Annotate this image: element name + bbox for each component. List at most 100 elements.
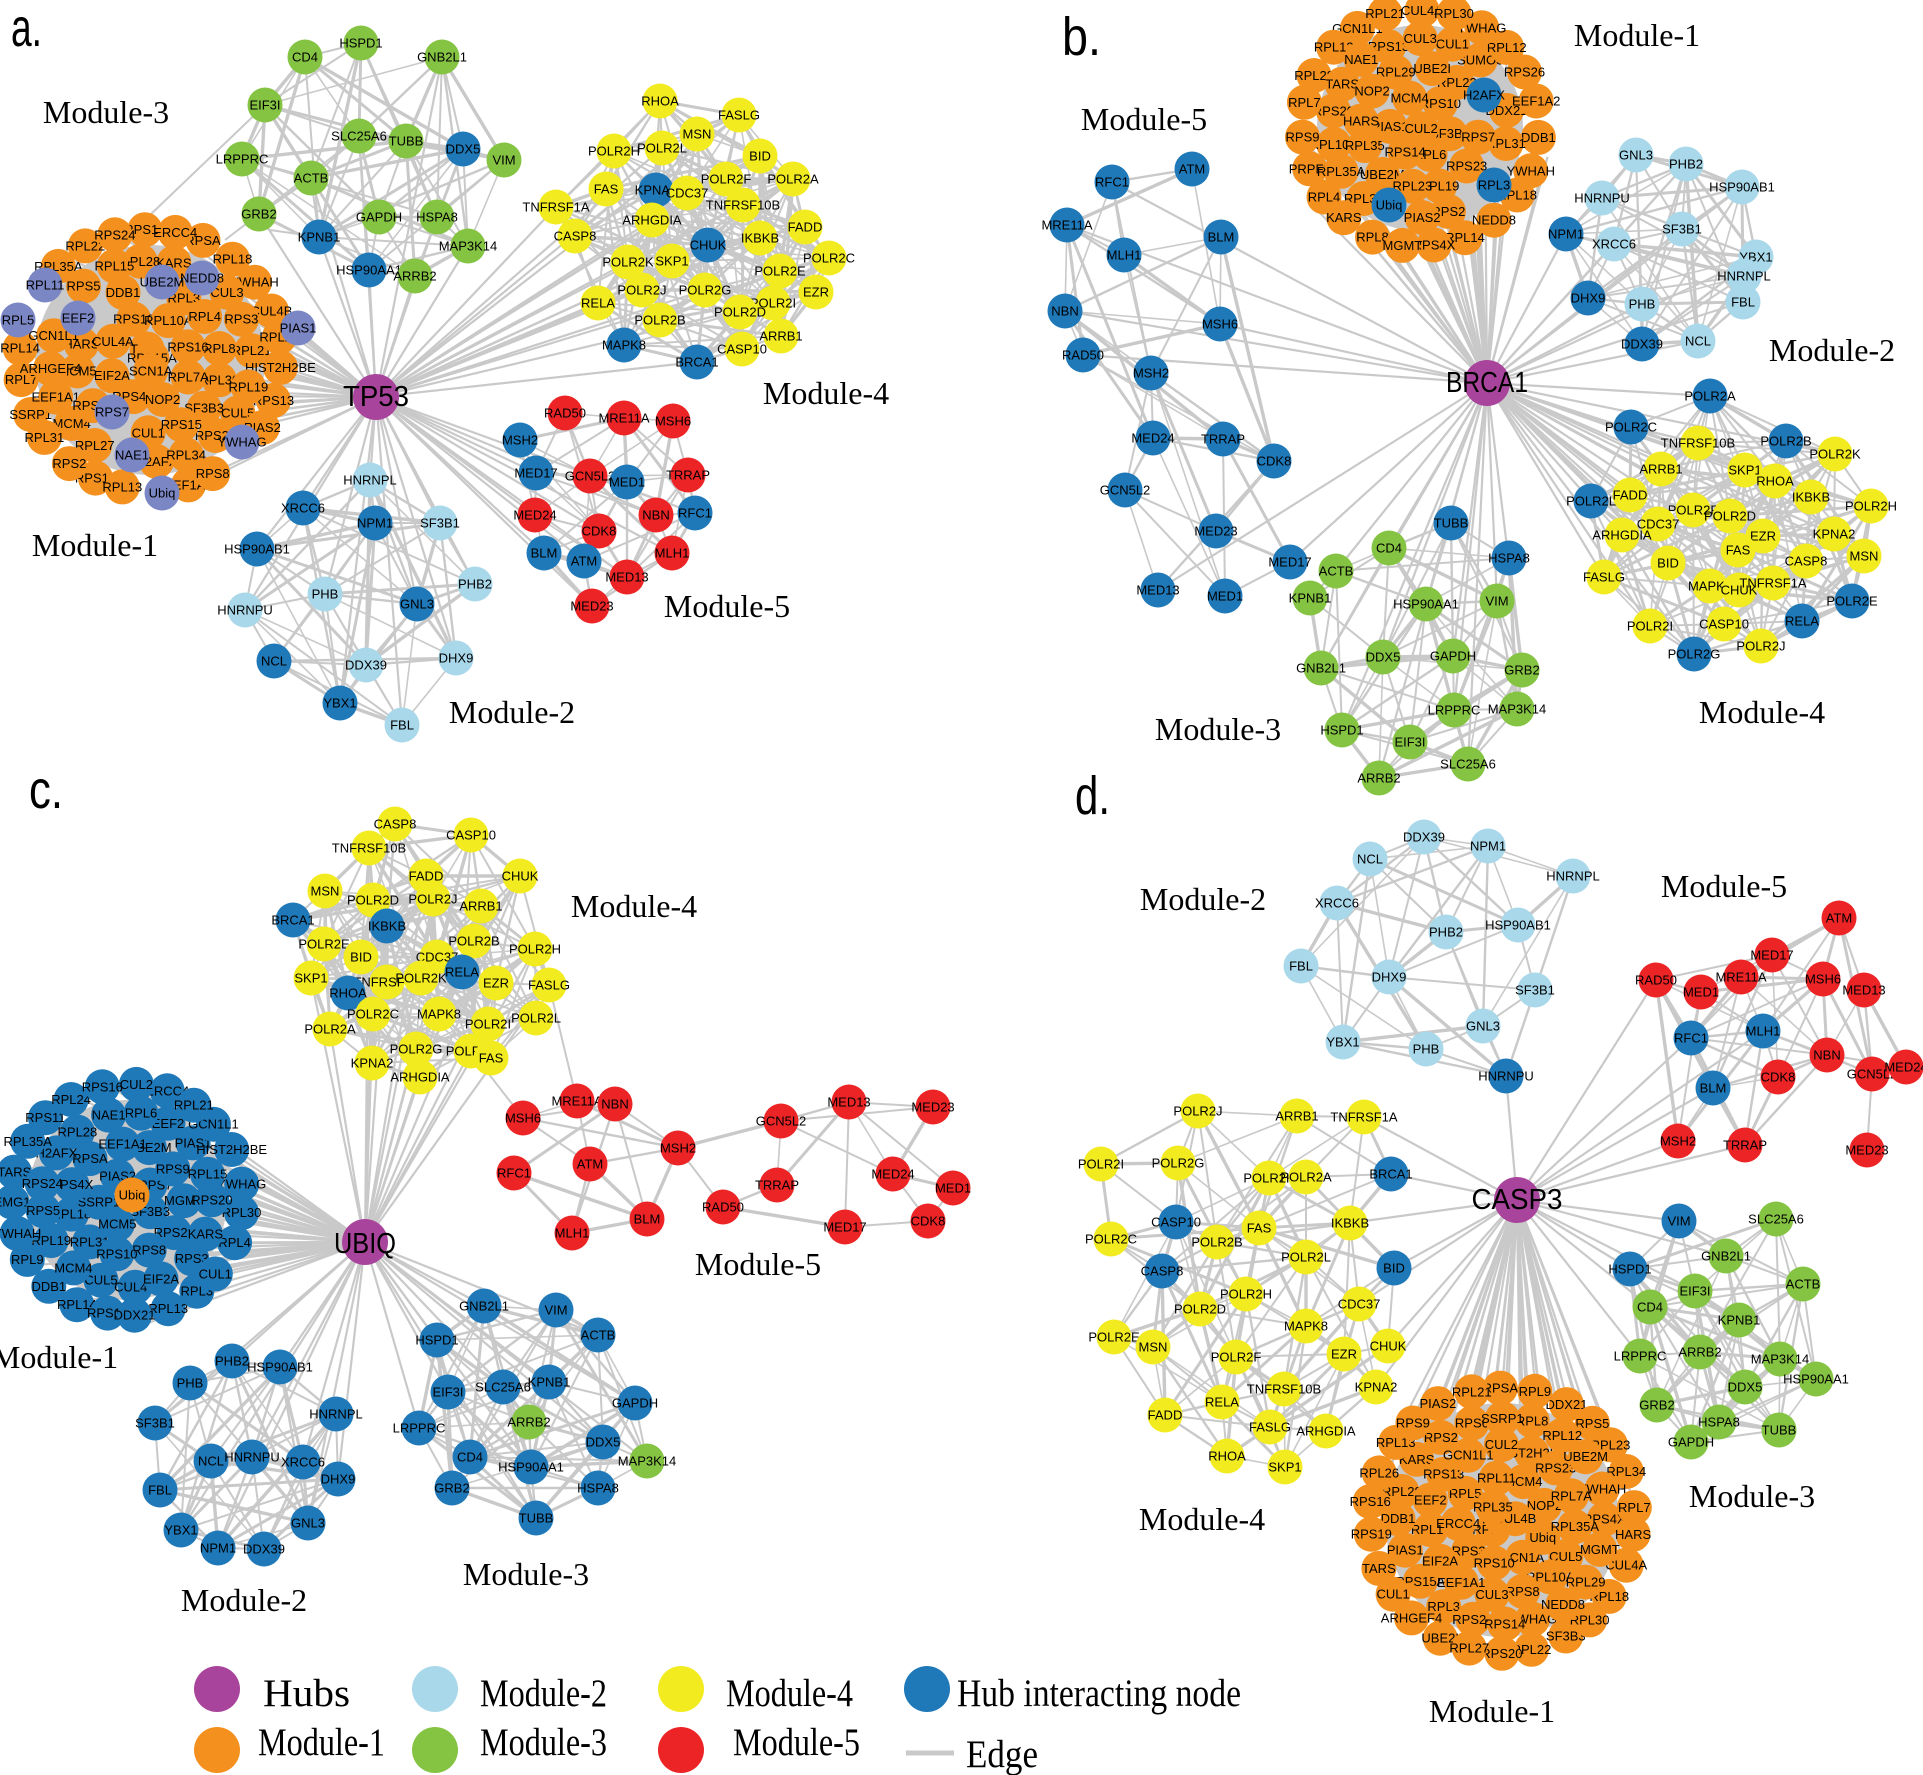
svg-text:RFC1: RFC1 [678,506,712,521]
svg-text:RPL29: RPL29 [1376,65,1416,80]
svg-text:POLR2J: POLR2J [408,892,457,907]
svg-text:RPL28: RPL28 [58,1125,98,1140]
svg-text:PHB: PHB [312,587,339,602]
svg-text:RPS8: RPS8 [196,466,230,481]
svg-text:NAE1: NAE1 [1344,52,1378,67]
svg-text:MCM4: MCM4 [1390,91,1428,106]
svg-text:Module-5: Module-5 [1661,868,1787,904]
svg-text:RPL7: RPL7 [5,372,38,387]
svg-text:MED23: MED23 [570,599,613,614]
svg-text:RPS23: RPS23 [1535,1460,1576,1475]
svg-text:VIM: VIM [492,153,515,168]
svg-text:YWHAH: YWHAH [0,1226,41,1241]
svg-text:POLR2F: POLR2F [1668,503,1719,518]
svg-text:RPS2: RPS2 [52,456,86,471]
svg-text:EEF1A1: EEF1A1 [98,1137,146,1152]
svg-text:RPL21: RPL21 [1365,6,1405,21]
svg-text:RHOA: RHOA [1208,1449,1246,1464]
svg-text:POLR2L: POLR2L [1566,494,1616,509]
svg-text:TARS: TARS [1362,1561,1396,1576]
svg-text:POLR2B: POLR2B [448,934,499,949]
svg-text:TARS: TARS [0,1165,32,1180]
svg-text:Module-2: Module-2 [480,1672,607,1715]
svg-text:EEF2: EEF2 [152,1116,185,1131]
svg-text:RPS20: RPS20 [1313,103,1354,118]
svg-text:SLC25A6: SLC25A6 [1748,1212,1804,1227]
svg-text:MED1: MED1 [1683,985,1719,1000]
svg-text:KARS: KARS [1326,210,1362,225]
svg-text:RHOA: RHOA [329,986,367,1001]
svg-text:MED17: MED17 [823,1220,866,1235]
svg-text:CASP3: CASP3 [1472,1184,1563,1216]
svg-text:GCN1L1: GCN1L1 [28,328,79,343]
svg-text:KPNB1: KPNB1 [298,230,341,245]
svg-text:MED24: MED24 [871,1167,914,1182]
svg-text:EEF1A1: EEF1A1 [31,390,79,405]
svg-text:RPL22: RPL22 [65,238,105,253]
svg-text:CHUK: CHUK [690,238,727,253]
svg-text:RPS3: RPS3 [175,1251,209,1266]
svg-text:RPL35: RPL35 [1345,138,1385,153]
svg-text:RPS4X: RPS4X [1413,238,1456,253]
svg-text:HSPA8: HSPA8 [1698,1415,1740,1430]
svg-text:TRRAP: TRRAP [1201,432,1245,447]
svg-text:ARRB2: ARRB2 [393,269,436,284]
svg-text:RPSA: RPSA [72,1151,108,1166]
svg-text:VIM: VIM [1485,594,1508,609]
svg-text:HNRNPU: HNRNPU [1574,191,1630,206]
svg-text:FAS: FAS [1726,543,1751,558]
svg-text:NPM1: NPM1 [1470,839,1506,854]
svg-text:RPL22: RPL22 [1512,1642,1552,1657]
svg-text:HSPA8: HSPA8 [1488,551,1530,566]
svg-text:RPL22: RPL22 [1437,75,1477,90]
svg-text:POLR2D: POLR2D [347,893,399,908]
svg-text:SKP1: SKP1 [1728,463,1761,478]
svg-text:RELA: RELA [581,296,615,311]
svg-text:IKBKB: IKBKB [741,231,779,246]
svg-text:ARRB1: ARRB1 [1639,462,1682,477]
svg-text:TUBB: TUBB [389,134,424,149]
svg-text:RPS10: RPS10 [1420,96,1461,111]
svg-text:PIAS1: PIAS1 [175,1135,212,1150]
svg-text:POLR2I: POLR2I [465,1017,511,1032]
svg-text:RPL19: RPL19 [31,1233,71,1248]
svg-text:BID: BID [749,149,771,164]
svg-text:RPS3: RPS3 [1452,1543,1486,1558]
svg-text:KARS: KARS [1399,1452,1435,1467]
svg-text:EIF2A: EIF2A [143,1271,179,1286]
svg-text:RPS13: RPS13 [1368,39,1409,54]
svg-text:MAPK8: MAPK8 [1284,1319,1328,1334]
svg-text:RPL11: RPL11 [26,278,65,293]
svg-text:ERCC4: ERCC4 [145,1083,189,1098]
svg-text:RPS5: RPS5 [26,1203,60,1218]
svg-text:RPS10: RPS10 [1474,1555,1515,1570]
svg-text:LRPPRC: LRPPRC [216,152,269,167]
svg-text:POLR2B: POLR2B [634,313,685,328]
svg-text:RPS10: RPS10 [96,1246,137,1261]
svg-text:ATM: ATM [571,554,597,569]
svg-text:ARRB1: ARRB1 [1275,1109,1318,1124]
svg-text:Ubiq: Ubiq [119,1188,146,1203]
svg-text:POLR2J: POLR2J [1736,639,1785,654]
svg-text:POLR2F: POLR2F [1211,1350,1262,1365]
svg-text:CD4: CD4 [1376,541,1402,556]
svg-text:Module-2: Module-2 [181,1582,307,1618]
svg-text:RELA: RELA [1785,614,1819,629]
svg-text:DDX5: DDX5 [1366,650,1401,665]
svg-text:SSRP1: SSRP1 [9,407,52,422]
svg-text:POLR2G: POLR2G [1152,1156,1205,1171]
svg-text:ARRB1: ARRB1 [759,329,802,344]
svg-text:EIF2A: EIF2A [1422,1554,1458,1569]
svg-text:RPL31: RPL31 [25,430,65,445]
svg-text:FASLG: FASLG [1583,570,1625,585]
svg-text:PIAS2: PIAS2 [1419,1396,1456,1411]
svg-text:POLR2H: POLR2H [1220,1287,1272,1302]
svg-text:ERCC4: ERCC4 [1436,1516,1480,1531]
svg-text:TNFRSF1A: TNFRSF1A [522,200,590,215]
svg-text:MED24: MED24 [1884,1060,1923,1075]
svg-text:IKBKB: IKBKB [1331,1216,1369,1231]
svg-text:RPS2: RPS2 [1424,1430,1458,1445]
svg-text:BLM: BLM [531,546,558,561]
svg-text:NBN: NBN [642,508,669,523]
svg-text:RPL30: RPL30 [222,1205,262,1220]
